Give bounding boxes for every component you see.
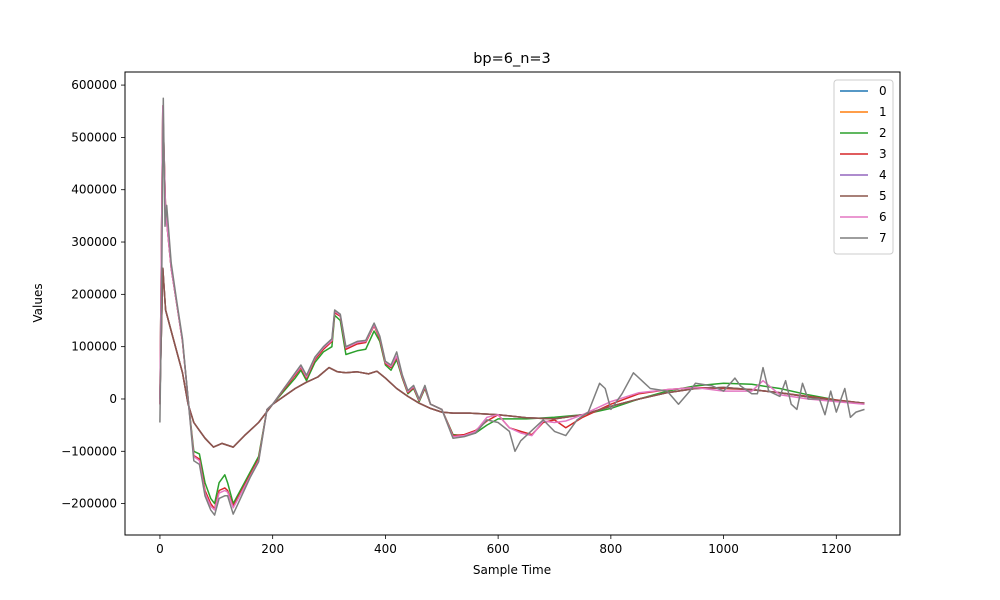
y-tick-label: 500000 <box>71 130 117 144</box>
chart-title: bp=6_n=3 <box>473 51 551 67</box>
x-tick-label: 200 <box>261 542 284 556</box>
plot-frame <box>124 71 901 536</box>
x-tick-label: 1000 <box>708 542 739 556</box>
legend-label-7: 7 <box>879 231 887 245</box>
y-axis-label: Values <box>31 283 45 322</box>
y-axis: −200000 −100000 0 100000 200000 300000 400000 5… <box>61 78 125 511</box>
x-tick-label: 0 <box>156 542 164 556</box>
legend: 0 1 2 3 4 5 6 7 <box>833 79 894 255</box>
legend-label-3: 3 <box>879 147 887 161</box>
y-tick-label: 0 <box>109 392 117 406</box>
y-tick-label: −100000 <box>61 444 117 458</box>
x-tick-label: 800 <box>599 542 622 556</box>
legend-label-1: 1 <box>879 105 887 119</box>
legend-label-6: 6 <box>879 210 887 224</box>
x-axis-label: Sample Time <box>473 563 551 577</box>
legend-label-5: 5 <box>879 189 887 203</box>
series-line-5 <box>159 267 865 448</box>
y-tick-label: 300000 <box>71 235 117 249</box>
y-tick-label: 600000 <box>71 78 117 92</box>
x-axis: 0 200 400 600 800 1000 1200 <box>156 535 852 556</box>
y-tick-label: 100000 <box>71 340 117 354</box>
y-tick-label: −200000 <box>61 497 117 511</box>
legend-box <box>833 79 894 255</box>
legend-label-0: 0 <box>879 84 887 98</box>
x-tick-label: 1200 <box>821 542 852 556</box>
y-tick-label: 400000 <box>71 183 117 197</box>
x-tick-label: 400 <box>374 542 397 556</box>
legend-label-4: 4 <box>879 168 887 182</box>
x-tick-label: 600 <box>487 542 510 556</box>
legend-label-2: 2 <box>879 126 887 140</box>
series-line-7 <box>159 97 865 516</box>
y-tick-label: 200000 <box>71 287 117 301</box>
series-lines <box>159 97 865 516</box>
